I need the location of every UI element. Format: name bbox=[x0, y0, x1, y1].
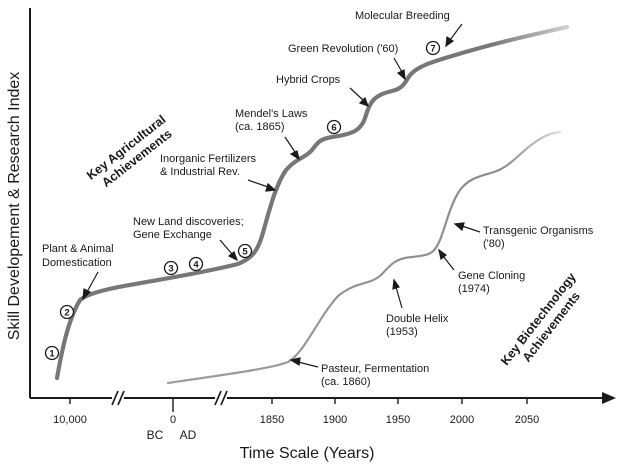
annotation-molecular-breeding: Molecular Breeding bbox=[355, 10, 450, 22]
x-tick-label: 1950 bbox=[386, 414, 410, 426]
agricultural-curve bbox=[54, 24, 570, 381]
x-tick-marks bbox=[69, 398, 528, 412]
x-tick-label: 1900 bbox=[323, 414, 347, 426]
x-tick-labels: 10,000 0 1850 1900 1950 2000 2050 bbox=[53, 414, 539, 426]
annotation-transgenic: Transgenic Organisms ('80) bbox=[483, 225, 596, 250]
annotation-inorganic-fertilizers: Inorganic Fertilizers & Industrial Rev. bbox=[160, 153, 259, 178]
x-tick-label: 1850 bbox=[260, 414, 284, 426]
annotation-new-land: New Land discoveries; Gene Exchange bbox=[133, 216, 247, 241]
marker-6: 6 bbox=[326, 119, 342, 135]
marker-7: 7 bbox=[425, 40, 441, 56]
biotechnology-curve bbox=[166, 130, 562, 385]
axis-break-1 bbox=[111, 390, 125, 406]
annotations: Plant & Animal Domestication New Land di… bbox=[42, 10, 596, 388]
annotation-gene-cloning: Gene Cloning (1974) bbox=[458, 270, 528, 295]
annotation-plant-domestication: Plant & Animal Domestication bbox=[42, 243, 117, 269]
marker-5: 5 bbox=[237, 243, 253, 259]
ad-label: AD bbox=[180, 428, 197, 442]
svg-text:6: 6 bbox=[331, 123, 336, 134]
marker-3: 3 bbox=[163, 260, 179, 276]
pointer-arrows bbox=[82, 23, 481, 368]
annotation-pasteur: Pasteur, Fermentation (ca. 1860) bbox=[321, 363, 432, 388]
svg-text:3: 3 bbox=[168, 264, 173, 275]
marker-2: 2 bbox=[59, 304, 75, 320]
axes bbox=[29, 8, 616, 404]
marker-1: 1 bbox=[44, 345, 60, 361]
marker-4: 4 bbox=[188, 256, 204, 272]
annotation-hybrid-crops: Hybrid Crops bbox=[276, 74, 341, 86]
bc-label: BC bbox=[147, 428, 164, 442]
svg-text:4: 4 bbox=[193, 260, 199, 271]
x-axis-arrowhead bbox=[602, 392, 616, 404]
x-axis-title: Time Scale (Years) bbox=[240, 445, 375, 462]
annotation-double-helix: Double Helix (1953) bbox=[386, 313, 451, 338]
svg-text:2: 2 bbox=[64, 308, 69, 319]
svg-text:7: 7 bbox=[430, 44, 435, 55]
x-tick-label: 0 bbox=[170, 414, 176, 426]
numbered-markers: 1 2 3 4 5 6 7 bbox=[44, 40, 441, 361]
section-title-biotechnology: Key Biotechnology Achievements bbox=[498, 267, 593, 377]
x-tick-label: 2000 bbox=[450, 414, 474, 426]
annotation-mendels-laws: Mendel's Laws (ca. 1865) bbox=[235, 108, 310, 133]
axis-break-2 bbox=[214, 390, 228, 406]
annotation-green-revolution: Green Revolution ('60) bbox=[288, 43, 398, 55]
svg-text:1: 1 bbox=[49, 349, 55, 360]
y-axis-title: Skill Developement & Research Index bbox=[6, 72, 23, 341]
svg-text:5: 5 bbox=[242, 247, 248, 258]
x-tick-label: 10,000 bbox=[53, 414, 87, 426]
x-tick-label: 2050 bbox=[515, 414, 539, 426]
